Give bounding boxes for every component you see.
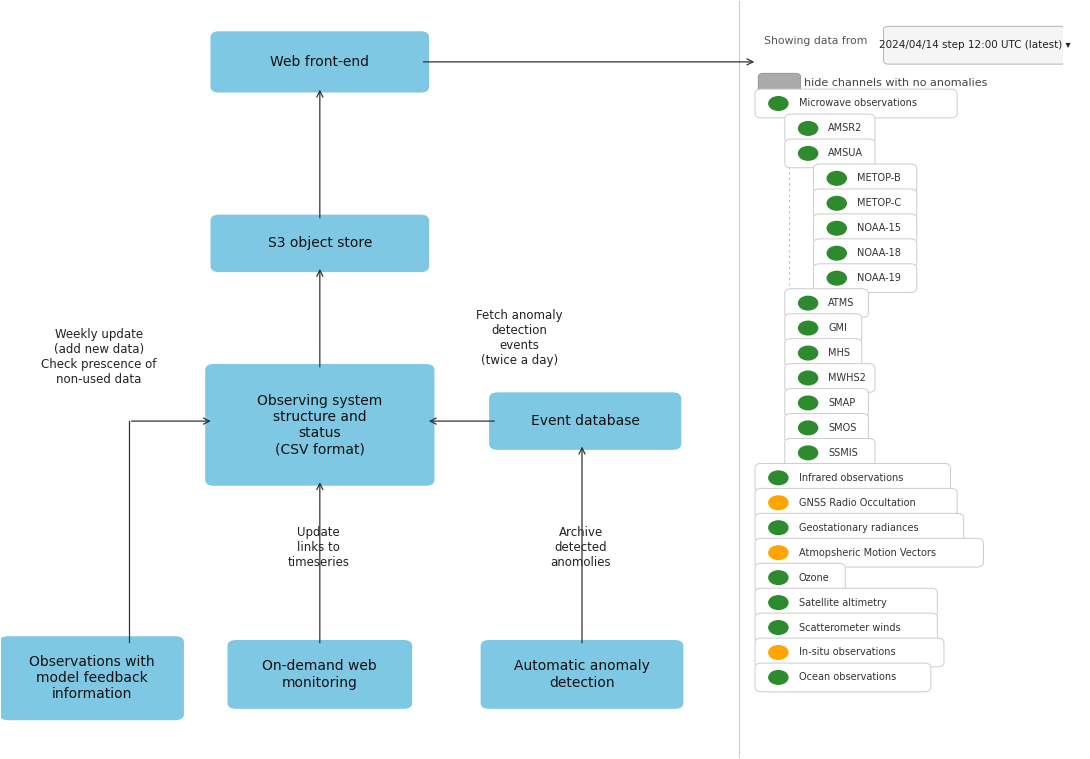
Text: Atmopsheric Motion Vectors: Atmopsheric Motion Vectors <box>799 548 935 558</box>
Circle shape <box>768 596 788 609</box>
Text: Infrared observations: Infrared observations <box>799 473 903 483</box>
FancyBboxPatch shape <box>813 264 917 292</box>
Text: Automatic anomaly
detection: Automatic anomaly detection <box>514 660 650 689</box>
Circle shape <box>768 546 788 559</box>
Text: MHS: MHS <box>828 348 850 358</box>
FancyBboxPatch shape <box>0 636 184 720</box>
FancyBboxPatch shape <box>785 389 869 417</box>
Circle shape <box>799 146 818 160</box>
Circle shape <box>799 396 818 410</box>
Circle shape <box>827 222 846 235</box>
Text: Web front-end: Web front-end <box>270 55 370 69</box>
FancyBboxPatch shape <box>813 214 917 243</box>
FancyBboxPatch shape <box>813 164 917 193</box>
FancyBboxPatch shape <box>759 73 801 94</box>
Circle shape <box>799 371 818 385</box>
Circle shape <box>768 646 788 660</box>
FancyBboxPatch shape <box>228 640 412 709</box>
Text: ATMS: ATMS <box>828 298 855 308</box>
Text: Fetch anomaly
detection
events
(twice a day): Fetch anomaly detection events (twice a … <box>476 309 562 367</box>
Circle shape <box>827 272 846 285</box>
FancyBboxPatch shape <box>481 640 683 709</box>
FancyBboxPatch shape <box>785 114 875 143</box>
Text: GNSS Radio Occultation: GNSS Radio Occultation <box>799 498 916 508</box>
Text: AMSR2: AMSR2 <box>828 124 862 134</box>
Text: MWHS2: MWHS2 <box>828 373 867 383</box>
FancyBboxPatch shape <box>755 638 944 667</box>
FancyBboxPatch shape <box>755 89 957 118</box>
Text: Observations with
model feedback
information: Observations with model feedback informa… <box>28 655 155 701</box>
FancyBboxPatch shape <box>210 31 429 93</box>
Text: GMI: GMI <box>828 323 847 333</box>
Text: Archive
detected
anomolies: Archive detected anomolies <box>550 526 611 569</box>
FancyBboxPatch shape <box>755 488 957 517</box>
FancyBboxPatch shape <box>755 613 937 642</box>
FancyBboxPatch shape <box>813 189 917 218</box>
Text: SMAP: SMAP <box>828 398 856 408</box>
Circle shape <box>827 172 846 185</box>
Text: Update
links to
timeseries: Update links to timeseries <box>288 526 350 569</box>
Circle shape <box>799 446 818 460</box>
Text: Event database: Event database <box>531 414 640 428</box>
Text: hide channels with no anomalies: hide channels with no anomalies <box>803 78 988 88</box>
Circle shape <box>799 296 818 310</box>
FancyBboxPatch shape <box>785 288 869 317</box>
Circle shape <box>827 247 846 260</box>
FancyBboxPatch shape <box>785 339 862 367</box>
Circle shape <box>768 471 788 484</box>
Text: NOAA-18: NOAA-18 <box>857 248 900 258</box>
Text: NOAA-19: NOAA-19 <box>857 273 900 283</box>
Text: METOP-C: METOP-C <box>857 198 901 208</box>
FancyBboxPatch shape <box>755 588 937 617</box>
Circle shape <box>768 621 788 635</box>
Circle shape <box>827 197 846 210</box>
FancyBboxPatch shape <box>755 464 950 492</box>
Text: Showing data from: Showing data from <box>763 36 867 46</box>
Text: METOP-B: METOP-B <box>857 173 900 184</box>
Text: SMOS: SMOS <box>828 423 857 433</box>
Circle shape <box>799 346 818 360</box>
FancyBboxPatch shape <box>813 239 917 268</box>
Circle shape <box>768 496 788 509</box>
Text: Ocean observations: Ocean observations <box>799 672 896 682</box>
FancyBboxPatch shape <box>785 364 875 392</box>
Text: In-situ observations: In-situ observations <box>799 647 895 657</box>
Text: Scatterometer winds: Scatterometer winds <box>799 622 900 632</box>
FancyBboxPatch shape <box>755 663 931 691</box>
FancyBboxPatch shape <box>205 364 435 486</box>
Text: Ozone: Ozone <box>799 572 829 583</box>
FancyBboxPatch shape <box>210 215 429 272</box>
Circle shape <box>799 421 818 435</box>
Text: AMSUA: AMSUA <box>828 149 863 159</box>
FancyBboxPatch shape <box>884 27 1066 65</box>
Text: Satellite altimetry: Satellite altimetry <box>799 597 886 608</box>
FancyBboxPatch shape <box>489 392 681 450</box>
FancyBboxPatch shape <box>785 414 869 442</box>
Text: Observing system
structure and
status
(CSV format): Observing system structure and status (C… <box>257 394 383 456</box>
Circle shape <box>768 521 788 534</box>
FancyBboxPatch shape <box>785 139 875 168</box>
Text: S3 object store: S3 object store <box>268 236 372 250</box>
Text: 2024/04/14 step 12:00 UTC (latest) ▾: 2024/04/14 step 12:00 UTC (latest) ▾ <box>879 40 1070 50</box>
Circle shape <box>768 671 788 685</box>
FancyBboxPatch shape <box>755 563 845 592</box>
Text: NOAA-15: NOAA-15 <box>857 223 901 233</box>
Circle shape <box>768 96 788 110</box>
Text: Weekly update
(add new data)
Check prescence of
non-used data: Weekly update (add new data) Check presc… <box>41 328 157 386</box>
Text: Microwave observations: Microwave observations <box>799 99 917 109</box>
Circle shape <box>799 321 818 335</box>
FancyBboxPatch shape <box>755 538 983 567</box>
Circle shape <box>799 121 818 135</box>
Text: Geostationary radiances: Geostationary radiances <box>799 523 918 533</box>
FancyBboxPatch shape <box>785 439 875 468</box>
FancyBboxPatch shape <box>785 313 862 342</box>
Circle shape <box>768 571 788 584</box>
Text: SSMIS: SSMIS <box>828 448 858 458</box>
FancyBboxPatch shape <box>755 513 964 542</box>
Text: On-demand web
monitoring: On-demand web monitoring <box>263 660 377 689</box>
